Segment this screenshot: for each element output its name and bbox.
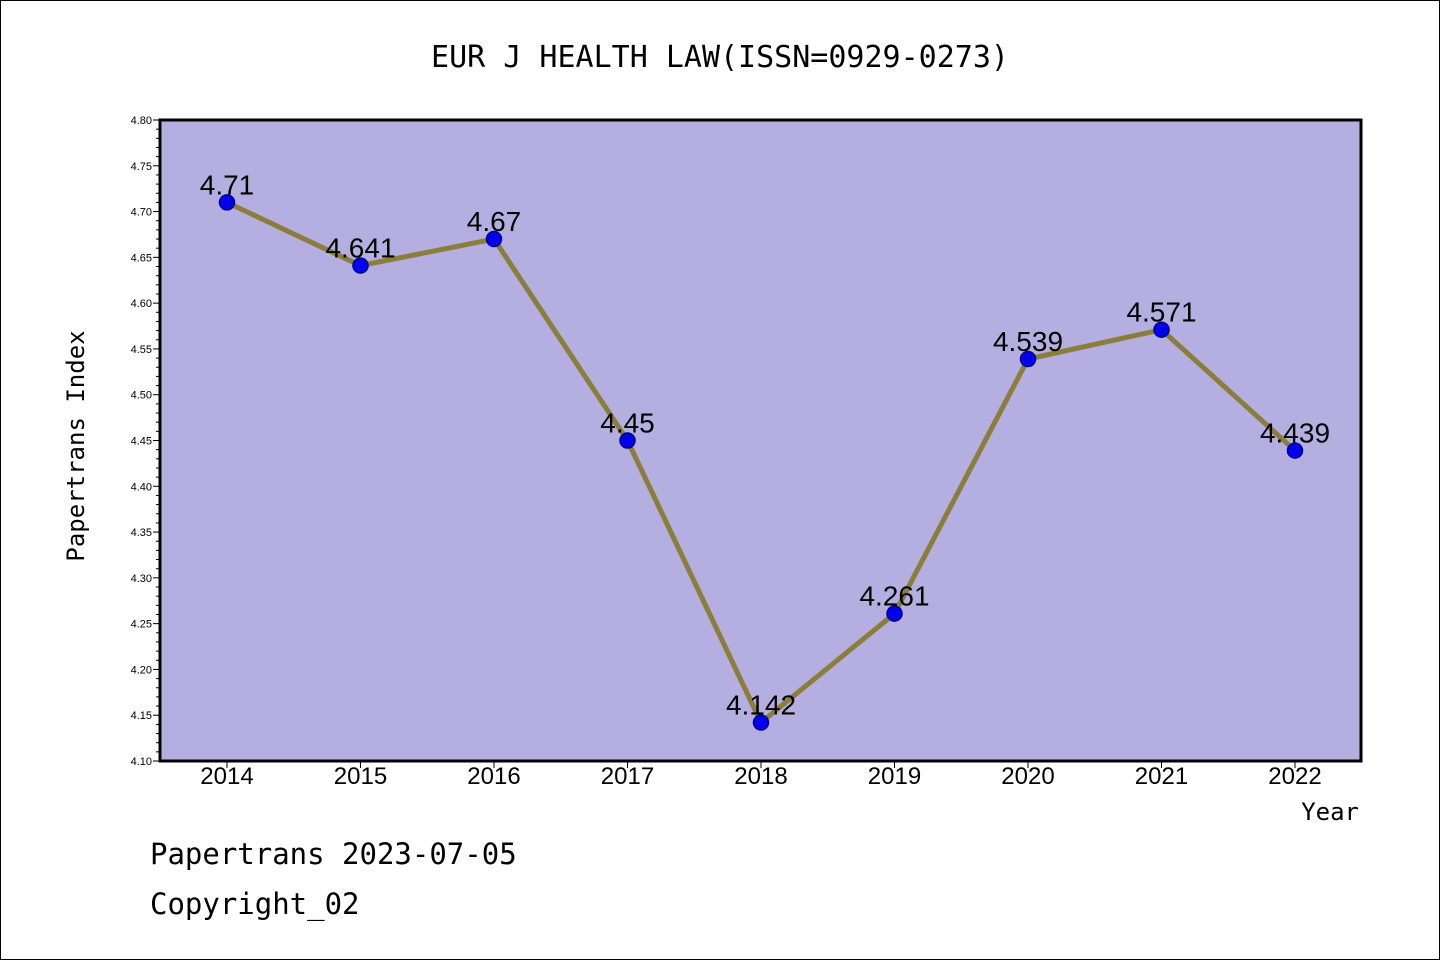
data-label: 4.71 xyxy=(200,169,255,200)
x-axis-title: Year xyxy=(1301,798,1359,826)
y-tick-label: 4.65 xyxy=(131,252,152,264)
footer-copyright-text: Copyright_02 xyxy=(150,887,360,922)
data-point xyxy=(485,230,503,248)
series-layer: 4.71 4.641 4.67 4.45 4.142 4.261 4.539 4.571 4.4… xyxy=(200,169,1330,731)
data-label: 4.142 xyxy=(726,690,796,721)
data-point xyxy=(752,714,770,731)
x-tick-label: 2022 xyxy=(1268,763,1321,790)
x-tick-label: 2016 xyxy=(467,763,520,790)
x-tick-label: 2020 xyxy=(1001,763,1054,790)
y-axis: 4.10 4.15 4.20 4.25 4.30 4.35 4.40 4.45 4.50 4.55… xyxy=(131,115,160,768)
x-tick-label: 2021 xyxy=(1135,763,1188,790)
x-tick-label: 2014 xyxy=(200,763,253,790)
data-point xyxy=(886,605,903,622)
y-tick-label: 4.15 xyxy=(131,710,152,722)
y-tick-label: 4.70 xyxy=(131,207,152,219)
data-label: 4.439 xyxy=(1260,418,1330,449)
y-tick-label: 4.60 xyxy=(131,298,152,310)
plot-area xyxy=(158,118,1363,763)
x-tick-label: 2017 xyxy=(601,763,654,790)
y-tick-label: 4.40 xyxy=(131,481,152,493)
data-label: 4.571 xyxy=(1126,297,1196,328)
y-tick-label: 4.75 xyxy=(131,161,152,173)
chart-title: EUR J HEALTH LAW(ISSN=0929-0273) xyxy=(431,40,1009,75)
y-tick-label: 4.55 xyxy=(131,344,152,356)
y-axis-title: Papertrans Index xyxy=(62,330,90,561)
data-point xyxy=(352,257,369,274)
data-point xyxy=(1019,350,1037,368)
data-point xyxy=(1153,321,1170,338)
x-tick-label: 2018 xyxy=(734,763,787,790)
footer-date-text: Papertrans 2023-07-05 xyxy=(150,837,517,871)
data-point xyxy=(1286,442,1304,459)
x-tick-label: 2019 xyxy=(868,763,921,790)
y-tick-label: 4.20 xyxy=(131,664,152,676)
data-point xyxy=(619,432,636,449)
y-tick-label: 4.80 xyxy=(131,115,152,127)
data-label: 4.67 xyxy=(467,206,522,237)
data-label: 4.539 xyxy=(993,326,1063,357)
data-point xyxy=(218,194,236,211)
y-tick-label: 4.45 xyxy=(131,436,152,448)
data-label: 4.261 xyxy=(859,581,929,612)
x-axis: 2014 2015 2016 2017 2018 2019 2020 2021 2022 xyxy=(200,761,1322,790)
data-label: 4.641 xyxy=(325,233,395,264)
y-tick-label: 4.50 xyxy=(131,390,152,402)
data-label: 4.45 xyxy=(600,408,655,439)
y-tick-label: 4.10 xyxy=(131,756,152,768)
y-tick-label: 4.35 xyxy=(131,527,152,539)
x-tick-label: 2015 xyxy=(334,763,387,790)
y-tick-label: 4.30 xyxy=(131,573,152,585)
y-tick-label: 4.25 xyxy=(131,619,152,631)
